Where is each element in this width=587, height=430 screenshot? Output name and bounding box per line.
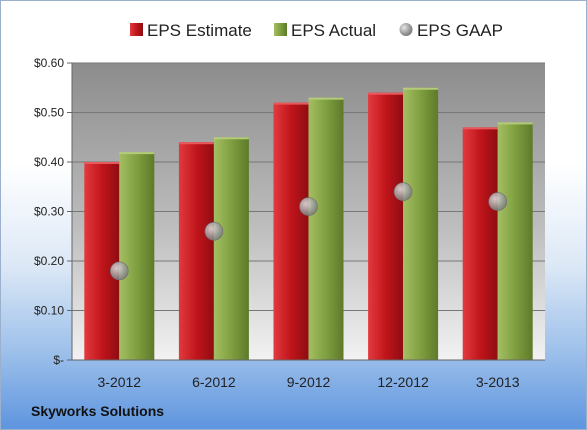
bar-eps-actual [497,122,533,361]
bar-eps-actual-cap [308,97,344,100]
point-eps-gaap [204,222,224,241]
bar-eps-estimate [84,162,120,360]
legend-swatch-actual [274,23,287,36]
y-tick-label: $0.10 [34,304,64,318]
y-tick-label: $0.50 [34,106,64,120]
legend-label-gaap: EPS GAAP [417,21,503,40]
legend: EPS Estimate EPS Actual EPS GAAP [130,21,503,40]
point-eps-gaap [393,182,413,201]
y-tick-label: $0.20 [34,254,64,268]
x-tick-label: 9-2012 [287,374,331,390]
bar-eps-estimate-cap [178,142,214,145]
bar-eps-actual-cap [403,87,439,90]
bar-eps-actual [403,87,439,360]
bar-eps-actual-cap [119,152,155,155]
legend-swatch-gaap [399,23,413,36]
bar-eps-estimate [462,127,498,360]
bar-eps-estimate [273,102,309,360]
bar-eps-estimate-cap [84,162,120,164]
y-tick-label: $0.60 [34,56,64,70]
bar-eps-estimate [178,142,214,360]
bar-eps-actual [119,152,155,360]
point-eps-gaap [110,261,129,281]
bar-eps-estimate [368,92,404,360]
x-tick-label: 6-2012 [192,374,236,390]
y-tick-label: $- [53,353,64,367]
bar-eps-estimate-cap [462,127,498,130]
x-axis: 3-2012 6-2012 9-2012 12-2012 3-2013 [72,359,545,390]
legend-label-estimate: EPS Estimate [147,21,252,40]
bar-eps-estimate-cap [368,92,404,95]
point-eps-gaap [488,192,508,211]
bar-eps-estimate-cap [273,102,309,105]
gaap-points [110,182,508,281]
x-tick-label: 12-2012 [377,374,429,390]
bar-eps-actual-cap [497,122,533,125]
x-tick-label: 3-2013 [476,374,520,390]
bars [84,87,533,361]
y-tick-label: $0.30 [34,205,64,219]
point-eps-gaap [299,197,318,216]
y-axis: $- $0.10 $0.20 $0.30 $0.40 $0.50 $0.60 [34,56,73,367]
y-tick-label: $0.40 [34,155,64,169]
legend-label-actual: EPS Actual [291,21,376,40]
bar-eps-actual [308,97,344,361]
bar-eps-actual [213,137,249,360]
bar-eps-actual-cap [213,137,249,140]
company-name: Skyworks Solutions [31,403,165,419]
x-tick-label: 3-2012 [98,374,142,390]
legend-swatch-estimate [130,23,143,36]
